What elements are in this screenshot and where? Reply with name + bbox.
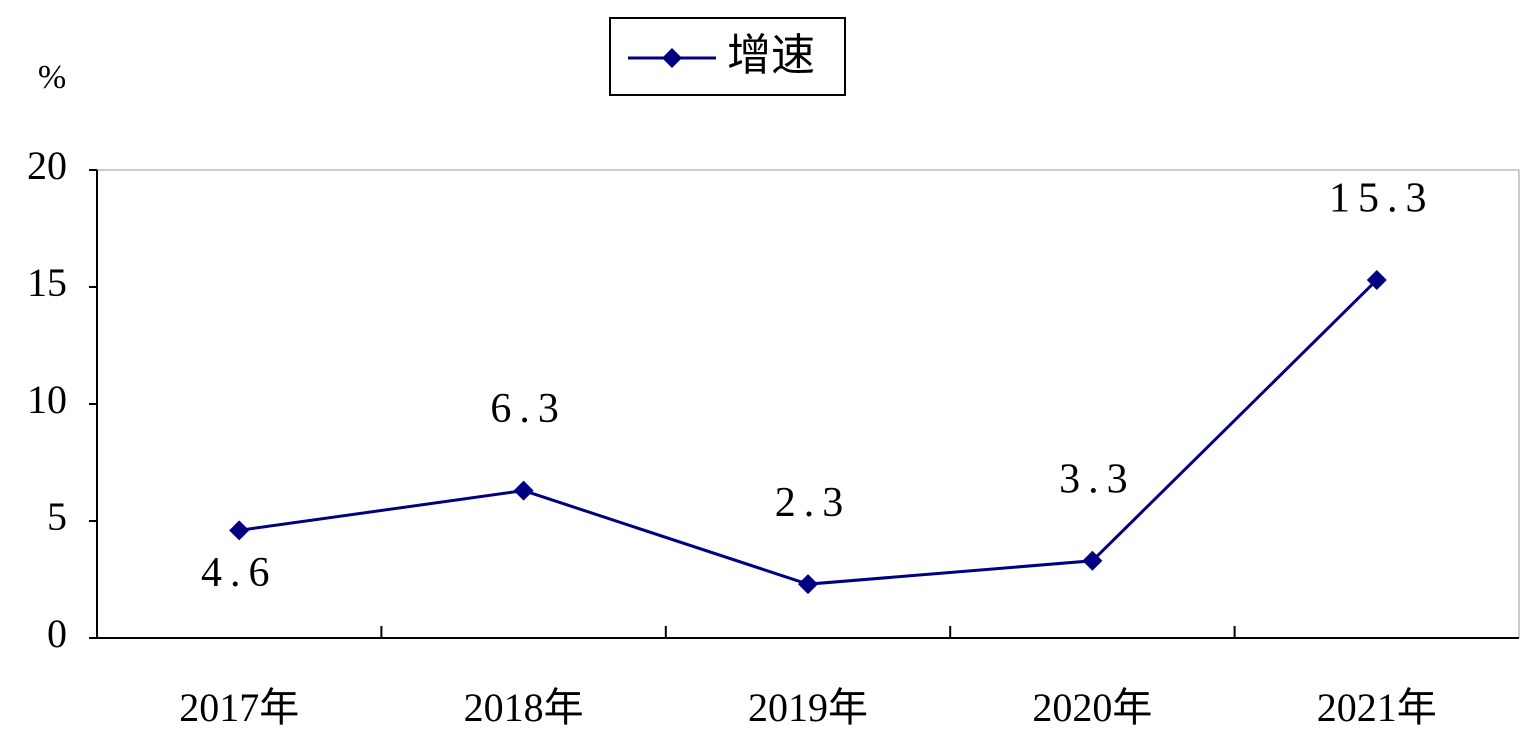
point-marker — [513, 480, 534, 501]
x-tick-label: 2020年 — [1032, 685, 1152, 730]
data-label: 4.6 — [201, 550, 278, 596]
y-tick-label: 5 — [47, 494, 67, 539]
x-tick-label: 2017年 — [179, 685, 299, 730]
y-tick-label: 10 — [27, 377, 67, 422]
legend-label: 增速 — [727, 30, 815, 81]
y-tick-label: 15 — [27, 260, 67, 305]
x-tick-label: 2019年 — [748, 685, 868, 730]
point-marker — [1366, 269, 1387, 290]
y-axis-unit: % — [38, 59, 66, 96]
x-tick-label: 2018年 — [464, 685, 584, 730]
point-marker — [798, 574, 818, 595]
point-marker — [229, 520, 250, 541]
data-label: 15.3 — [1329, 176, 1435, 222]
x-tick-label: 2021年 — [1317, 685, 1437, 730]
y-tick-label: 20 — [27, 143, 67, 188]
data-label: 3.3 — [1059, 456, 1136, 502]
y-tick-label: 0 — [47, 611, 67, 656]
point-marker — [1082, 550, 1103, 571]
series-line — [238, 278, 1378, 586]
data-label: 6.3 — [490, 386, 567, 432]
legend-marker — [662, 48, 682, 68]
data-label: 2.3 — [775, 480, 852, 526]
